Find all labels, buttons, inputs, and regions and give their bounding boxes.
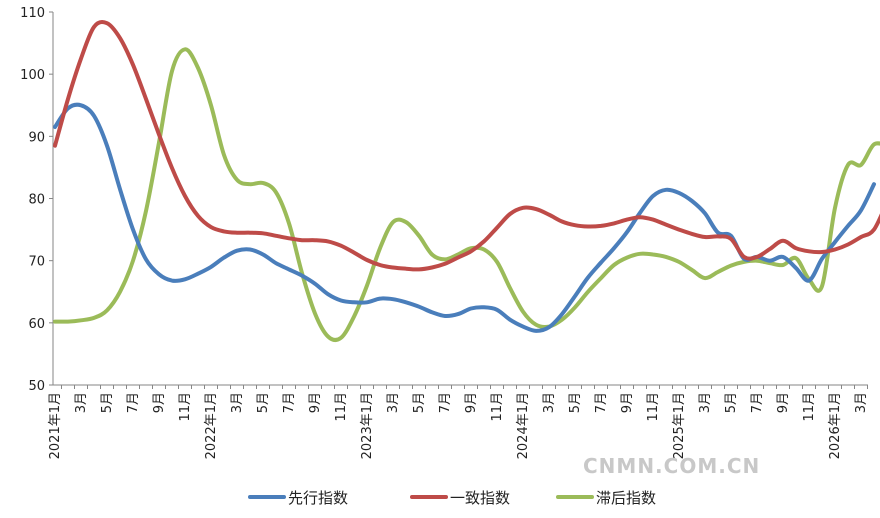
y-tick-label: 110 bbox=[20, 6, 45, 21]
x-tick-label: 9月 bbox=[464, 392, 479, 413]
x-tick-label: 3月 bbox=[230, 392, 245, 413]
y-tick-label: 100 bbox=[20, 68, 45, 83]
x-tick-label: 11月 bbox=[178, 392, 193, 422]
x-tick-label: 9月 bbox=[152, 392, 167, 413]
y-tick-label: 70 bbox=[28, 255, 45, 270]
y-tick-label: 90 bbox=[28, 130, 45, 145]
watermark: CNMN.COM.CN bbox=[583, 454, 760, 478]
x-tick-label: 11月 bbox=[334, 392, 349, 422]
x-tick-label: 7月 bbox=[594, 392, 609, 413]
legend-item-lagging-index: 滞后指数 bbox=[556, 489, 656, 507]
x-tick-label: 2023年1月 bbox=[360, 392, 375, 459]
y-tick-label: 60 bbox=[28, 317, 45, 332]
x-tick-label: 3月 bbox=[74, 392, 89, 413]
x-tick-label: 2025年1月 bbox=[672, 392, 687, 459]
y-tick-label: 50 bbox=[28, 379, 45, 394]
x-tick-label: 11月 bbox=[802, 392, 817, 422]
legend-label: 滞后指数 bbox=[596, 489, 656, 507]
x-tick-label: 5月 bbox=[724, 392, 739, 413]
x-tick-label: 3月 bbox=[698, 392, 713, 413]
series-line-lagging-index bbox=[53, 47, 880, 342]
series-layer bbox=[53, 19, 880, 342]
legend-item-coincident-index: 一致指数 bbox=[410, 489, 510, 507]
x-tick-label: 5月 bbox=[568, 392, 583, 413]
y-tick-label: 80 bbox=[28, 193, 45, 208]
x-tick-label: 7月 bbox=[126, 392, 141, 413]
x-tick-label: 9月 bbox=[776, 392, 791, 413]
x-tick-label: 7月 bbox=[750, 392, 765, 413]
x-tick-label: 2021年1月 bbox=[48, 392, 63, 459]
series-line-coincident-index bbox=[53, 19, 880, 272]
legend-label: 先行指数 bbox=[288, 489, 348, 507]
x-tick-label: 9月 bbox=[308, 392, 323, 413]
x-tick-label: 11月 bbox=[490, 392, 505, 422]
x-tick-label: 3月 bbox=[542, 392, 557, 413]
x-tick-label: 5月 bbox=[412, 392, 427, 413]
axes: 50 60 70 80 90 100 110 2021年1月 3月 5月 7月 9月 11月 2022年1… bbox=[20, 6, 869, 459]
x-tick-label: 3月 bbox=[854, 392, 869, 413]
x-tick-label: 2024年1月 bbox=[516, 392, 531, 459]
x-tick-label: 7月 bbox=[438, 392, 453, 413]
legend: 先行指数 一致指数 滞后指数 bbox=[248, 489, 656, 507]
x-tick-label: 2022年1月 bbox=[204, 392, 219, 459]
x-tick-label: 5月 bbox=[256, 392, 271, 413]
legend-label: 一致指数 bbox=[450, 489, 510, 507]
legend-item-leading-index: 先行指数 bbox=[248, 489, 348, 507]
series-line-leading-index bbox=[53, 102, 876, 333]
x-tick-label: 3月 bbox=[386, 392, 401, 413]
x-tick-label: 2026年1月 bbox=[828, 392, 843, 459]
x-tick-label: 9月 bbox=[620, 392, 635, 413]
x-tick-label: 7月 bbox=[282, 392, 297, 413]
x-tick-label: 5月 bbox=[100, 392, 115, 413]
x-tick-label: 11月 bbox=[646, 392, 661, 422]
